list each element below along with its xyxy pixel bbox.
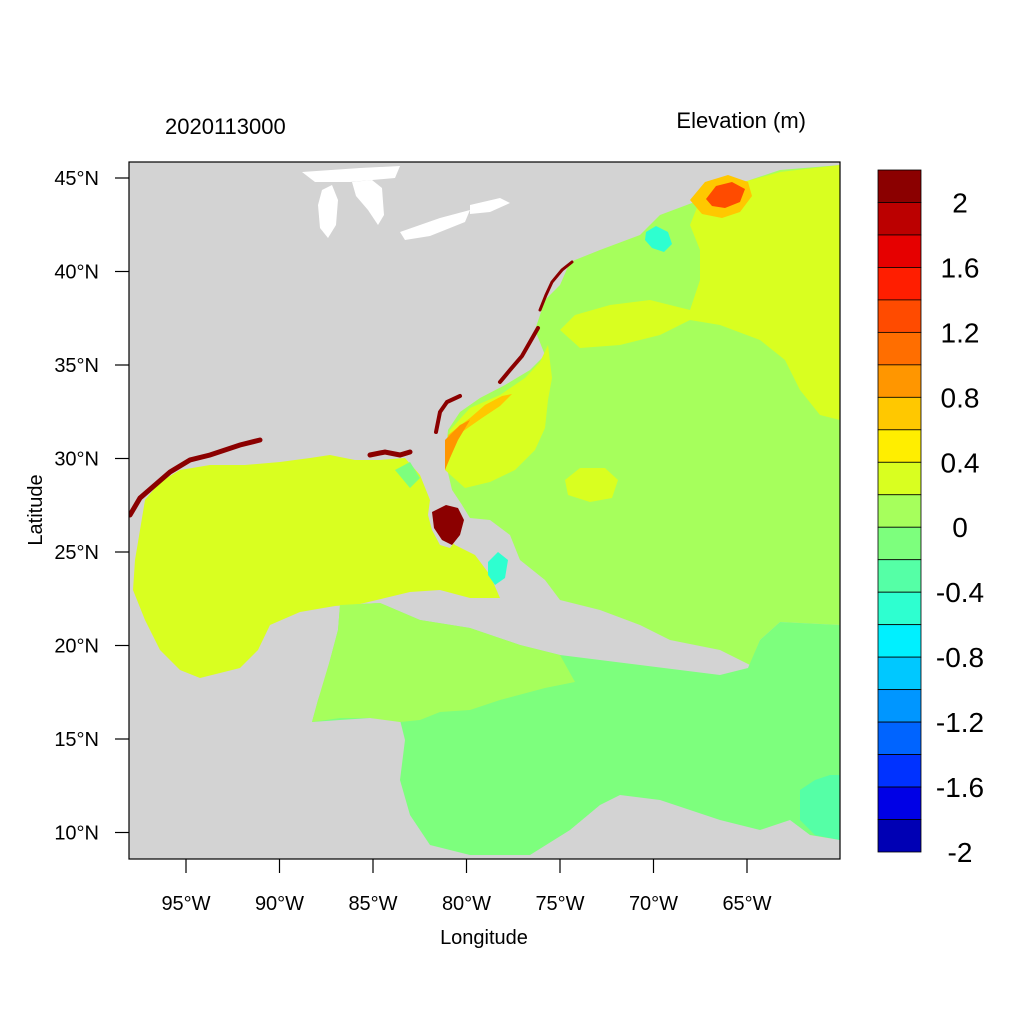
gulf-coastal-zone [395, 462, 420, 488]
colorbar-swatch [877, 689, 922, 723]
map-panel [129, 162, 840, 859]
variable-title: Elevation (m) [676, 108, 806, 133]
gulf-of-mexico [133, 455, 500, 678]
colorbar [877, 169, 922, 853]
offshore-high-water-patch [565, 468, 618, 502]
colorbar-swatch [877, 202, 922, 236]
northeast-high-water-zone [560, 165, 840, 420]
y-tick-label: 20°N [54, 636, 99, 658]
colorbar-label: 1.2 [941, 317, 980, 348]
y-tick-label: 40°N [54, 262, 99, 284]
colorbar-swatch [877, 656, 922, 691]
colorbar-swatch [877, 591, 922, 626]
x-tick-label: 90°W [255, 893, 304, 915]
colorbar-swatch [877, 267, 922, 301]
colorbar-label: 2 [952, 187, 968, 218]
colorbar-swatch [877, 721, 922, 755]
x-axis-label: Longitude [440, 927, 528, 949]
colorbar-swatch [877, 494, 922, 528]
colorbar-swatch [877, 429, 922, 463]
colorbar-swatch [877, 396, 922, 431]
georgia-coast-surge [445, 420, 470, 470]
colorbar-label: -2 [948, 837, 973, 868]
y-tick-label: 15°N [54, 729, 99, 751]
colorbar-swatch [877, 461, 922, 496]
x-axis: 95°W 90°W 85°W 80°W 75°W 70°W 65°W [161, 859, 772, 915]
colorbar-label: -0.8 [936, 642, 984, 673]
y-tick-label: 30°N [54, 449, 99, 471]
southeast-caribbean-low-water [800, 775, 840, 840]
coastal-surge-fringe [129, 260, 574, 518]
colorbar-swatch [877, 169, 922, 203]
colorbar-swatch [877, 559, 922, 593]
colorbar-swatch [877, 299, 922, 333]
colorbar-swatch [877, 364, 922, 398]
great-lakes [302, 166, 510, 240]
colorbar-swatch [877, 331, 922, 366]
timestamp-title: 2020113000 [165, 114, 286, 139]
nova-scotia-surge-red [706, 182, 745, 208]
new-england-low-water [645, 226, 672, 252]
colorbar-swatch [877, 526, 922, 561]
x-tick-label: 70°W [629, 893, 678, 915]
caribbean-upper-zone [312, 603, 575, 722]
y-tick-label: 45°N [54, 168, 99, 190]
y-tick-label: 25°N [54, 542, 99, 564]
x-tick-label: 80°W [442, 893, 491, 915]
x-tick-label: 65°W [722, 893, 771, 915]
x-tick-label: 95°W [161, 893, 210, 915]
y-axis-label: Latitude [25, 474, 47, 545]
carolina-coast-surge [448, 394, 512, 448]
colorbar-label: -0.4 [936, 577, 984, 608]
colorbar-label: 0.4 [941, 447, 980, 478]
colorbar-swatch [877, 754, 922, 788]
y-tick-label: 10°N [54, 823, 99, 845]
atlantic-coastal-zone [445, 345, 552, 488]
colorbar-label: -1.6 [936, 772, 984, 803]
colorbar-label: 1.6 [941, 252, 980, 283]
bahamas-low-water [488, 552, 508, 585]
colorbar-swatch [877, 819, 922, 853]
y-tick-label: 35°N [54, 355, 99, 377]
colorbar-swatch [877, 624, 922, 658]
colorbar-label: -1.2 [936, 707, 984, 738]
x-tick-label: 75°W [535, 893, 584, 915]
map-frame [128, 161, 841, 860]
colorbar-labels: 2 1.6 1.2 0.8 0.4 0 -0.4 -0.8 -1.2 -1.6 -2 [936, 187, 984, 868]
south-florida-high-surge [432, 505, 464, 545]
colorbar-label: 0 [952, 512, 968, 543]
colorbar-label: 0.8 [941, 382, 980, 413]
y-axis: 45°N 40°N 35°N 30°N 25°N 20°N 15°N 10°N [54, 168, 129, 845]
x-tick-label: 85°W [348, 893, 397, 915]
colorbar-swatch [877, 234, 922, 268]
colorbar-swatch [877, 786, 922, 820]
